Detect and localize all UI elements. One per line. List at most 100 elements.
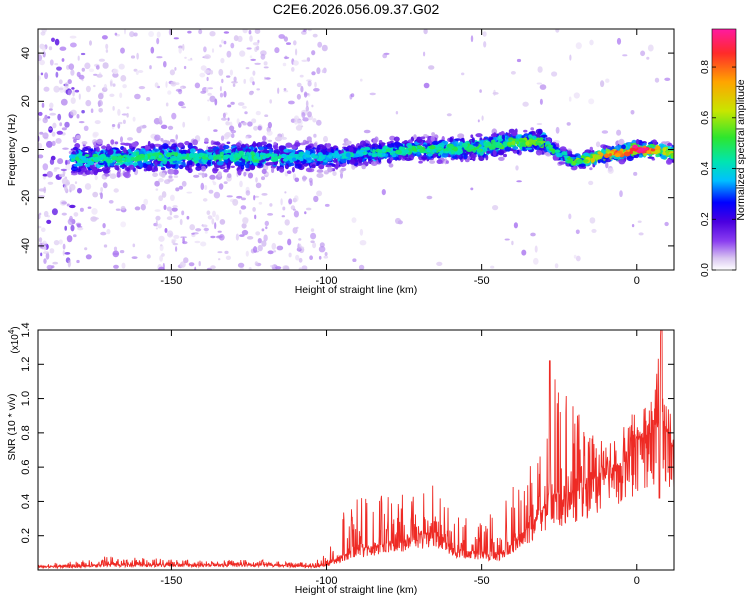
snr-y-multiplier-exponent: 4 (7, 329, 16, 334)
spectrogram-ridge-core (170, 157, 177, 161)
spectrogram-speckle (51, 265, 55, 269)
spectrogram-speckle (522, 101, 529, 107)
spectrogram-speckle (221, 78, 224, 84)
spectrogram-ridge-blob (207, 149, 214, 153)
spectrogram-ridge-blob (535, 149, 543, 156)
spectrogram-ridge-blob (372, 143, 379, 148)
spectrogram-ridge-blob (470, 153, 477, 159)
spectrogram-speckle (283, 265, 290, 270)
spectrogram-ridge-blob (210, 140, 214, 146)
spectrogram-ridge-core (189, 153, 194, 158)
spectrogram-ridge-blob (175, 150, 179, 153)
spectrogram-ridge-core (640, 147, 646, 151)
spectrogram-ridge-core (372, 149, 376, 154)
spectrogram-speckle (280, 198, 283, 206)
spectrogram-ridge-core (255, 152, 259, 157)
spectrogram-speckle (94, 120, 101, 125)
snr-x-axis: -150 -100 -50 0 (160, 330, 640, 587)
spectrogram-speckle (242, 29, 248, 34)
spectrogram-ridge-blob (425, 139, 432, 144)
spectrogram-ridge-core (603, 153, 610, 158)
spectrogram-ridge-core (187, 156, 192, 161)
spectrogram-ridge-blob (316, 149, 320, 154)
spectrogram-speckle (51, 208, 58, 216)
spectrogram-speckle (307, 80, 312, 87)
spectrogram-speckle (43, 245, 47, 251)
spectrogram-speckle (646, 56, 650, 60)
spectrogram-speckle (98, 93, 104, 100)
spectrogram-speckle (589, 39, 594, 46)
spectrogram-speckle (90, 216, 98, 222)
spectrogram-speckle (97, 99, 103, 107)
spectrogram-speckle (102, 182, 108, 189)
spectrogram-ridge-blob (429, 160, 436, 164)
spectrogram-speckle (258, 201, 263, 205)
spectrogram-speckle (62, 250, 65, 256)
spectrogram-ridge-blob (511, 131, 518, 137)
spectrogram-speckle (313, 195, 319, 203)
spectrogram-ridge-core (508, 141, 513, 146)
spectrogram-speckle (115, 208, 121, 211)
spectrogram-ridge-blob (127, 148, 132, 153)
spectrogram-ridge-blob (605, 161, 609, 169)
spectrogram-ridge-blob (291, 166, 295, 173)
spectrogram-speckle (426, 195, 433, 200)
spectrogram-ridge-blob (226, 173, 232, 179)
spectrogram-ridge-blob (132, 162, 139, 166)
spectrogram-ridge-blob (188, 142, 192, 146)
spectrogram-speckle (169, 210, 173, 216)
spectrogram-ridge-blob (515, 134, 522, 140)
spectrogram-speckle (265, 226, 268, 230)
spectrogram-ridge-blob (195, 166, 202, 171)
snr-y-multiplier: (x104) (7, 326, 21, 353)
spectrogram-ridge-blob (136, 160, 143, 167)
spectrogram-speckle (132, 243, 136, 248)
spectrogram-ridge-core (213, 156, 217, 161)
spectrogram-y-tick-label: 40 (20, 47, 32, 59)
spectrogram-speckle (249, 35, 253, 42)
spectrogram-speckle (84, 183, 92, 190)
spectrogram-ridge-core (354, 153, 360, 158)
spectrogram-ridge-core (563, 155, 569, 158)
spectrogram-y-tick-label: 20 (20, 95, 32, 107)
spectrogram-speckle (38, 117, 42, 122)
spectrogram-ridge-blob (485, 154, 489, 161)
spectrogram-ridge-blob (106, 143, 111, 151)
spectrogram-speckle (209, 95, 216, 103)
spectrogram-speckle (132, 116, 136, 122)
spectrogram-speckle (533, 257, 539, 265)
spectrogram-speckle (313, 88, 320, 92)
spectrogram-speckle (277, 87, 280, 94)
spectrogram-speckle (516, 58, 522, 63)
spectrogram-ridge-core (404, 149, 410, 154)
spectrogram-speckle (601, 130, 609, 134)
spectrogram-speckle (470, 35, 474, 43)
spectrogram-speckle (302, 117, 309, 122)
spectrogram-ridge-core (92, 157, 99, 162)
spectrogram-ridge-core (439, 149, 444, 155)
spectrogram-speckle (182, 103, 185, 106)
spectrogram-ridge-blob (261, 168, 267, 175)
spectrogram-speckle (53, 240, 60, 246)
spectrogram-speckle (42, 173, 48, 177)
spectrogram-ridge-core (181, 156, 188, 160)
spectrogram-speckle (324, 203, 330, 207)
spectrogram-speckle (252, 42, 260, 46)
spectrogram-speckle (178, 185, 184, 190)
spectrogram-speckle (217, 230, 222, 233)
spectrogram-speckle (511, 240, 514, 246)
spectrogram-ridge-core (92, 153, 99, 158)
spectrogram-ridge-core (253, 155, 258, 160)
spectrogram-ridge-blob (345, 140, 352, 145)
spectrogram-speckle (241, 229, 249, 236)
spectrogram-ridge-core (178, 157, 183, 161)
spectrogram-speckle (112, 83, 116, 87)
spectrogram-speckle (136, 52, 139, 60)
spectrogram-speckle (300, 85, 304, 93)
spectrogram-speckle (235, 233, 239, 241)
spectrogram-ridge-blob (153, 148, 160, 152)
spectrogram-ridge-core (242, 155, 248, 160)
spectrogram-ridge-blob (219, 145, 223, 150)
spectrogram-ridge-blob (316, 169, 324, 173)
spectrogram-ridge-blob (230, 165, 235, 168)
